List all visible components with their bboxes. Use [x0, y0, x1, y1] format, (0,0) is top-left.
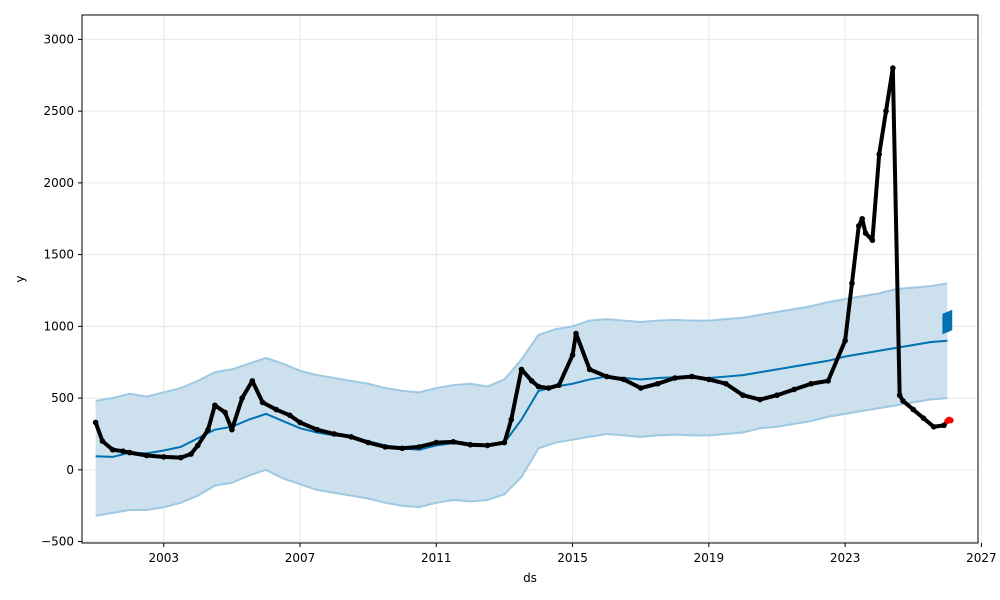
- y-tick-label: 2000: [43, 176, 74, 190]
- plot-frame: [81, 14, 979, 544]
- y-tick-label: 3000: [43, 32, 74, 46]
- y-tick-label: −500: [41, 535, 74, 549]
- y-tick-label: 0: [66, 463, 74, 477]
- x-tick-label: 2015: [557, 551, 588, 565]
- interval-lower-edge: [95, 397, 948, 517]
- x-tick-label: 2027: [966, 551, 997, 565]
- y-tick-label: 500: [51, 391, 74, 405]
- x-tick-label: 2011: [421, 551, 452, 565]
- observed-trace: [93, 66, 949, 460]
- interval-upper-edge: [95, 282, 948, 402]
- highlight-points-layer: [944, 416, 954, 425]
- x-tick-label: 2019: [694, 551, 725, 565]
- y-tick-label: 1500: [43, 248, 74, 262]
- x-axis-title: ds: [523, 571, 537, 585]
- y-tick-label: 2500: [43, 104, 74, 118]
- y-tick-label: 1000: [43, 319, 74, 333]
- x-tick-label: 2007: [285, 551, 316, 565]
- x-tick-label: 2023: [830, 551, 861, 565]
- forecast-line: [95, 339, 948, 458]
- forecast-line-layer: [95, 309, 953, 458]
- y-axis: −500 0 500 1000 1500 2000 2500 3000: [41, 32, 82, 549]
- y-axis-title: y: [13, 275, 27, 282]
- future-forecast-band: [942, 309, 953, 335]
- highlight-point: [947, 417, 954, 424]
- interval-band: [95, 283, 948, 516]
- uncertainty-interval: [95, 282, 948, 517]
- x-axis: 2003 2007 2011 2015 2019 2023 2027: [148, 543, 997, 565]
- x-tick-label: 2003: [148, 551, 179, 565]
